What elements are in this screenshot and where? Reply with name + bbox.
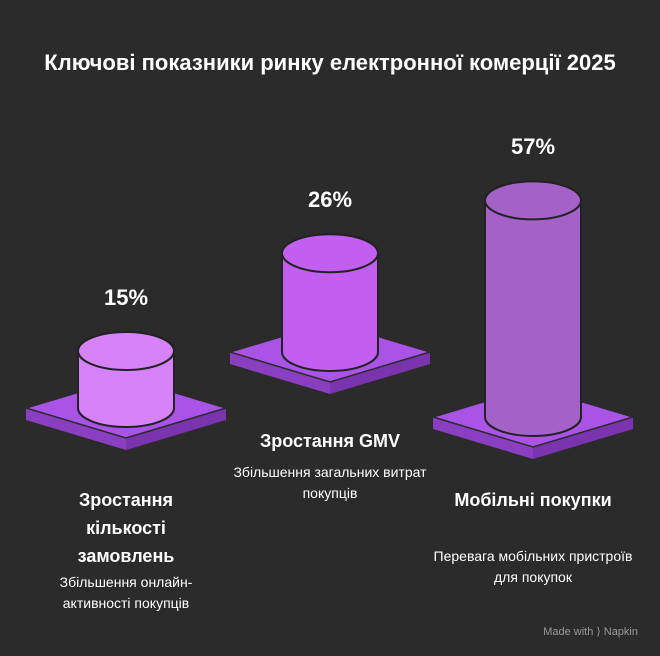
platform-side: [126, 408, 226, 450]
chart-title: Ключові показники ринку електронної коме…: [44, 50, 616, 75]
platform-side: [26, 408, 126, 450]
category-label: Мобільні покупки: [454, 490, 612, 510]
description: Перевага мобільних пристроїв для покупок: [433, 548, 633, 585]
platform-side: [433, 417, 533, 459]
value-label: 57%: [511, 134, 555, 159]
description: Збільшення загальних витрат покупців: [233, 464, 427, 501]
value-label: 26%: [308, 187, 352, 212]
footer-brand: Napkin: [603, 626, 638, 638]
category-label: Зростання кількості замовлень: [77, 490, 175, 566]
platform-side: [330, 352, 430, 394]
category-label: Зростання GMV: [259, 431, 401, 451]
description: Збільшення онлайн-активності покупців: [59, 574, 193, 611]
cylinder-top: [484, 180, 582, 221]
cylinder-top: [77, 331, 175, 371]
footer: Made with ⟩ Napkin: [543, 626, 638, 638]
footer-text: Made with: [543, 626, 594, 638]
platform-side: [533, 417, 633, 459]
value-label: 15%: [104, 285, 148, 310]
cylinder-top: [281, 233, 379, 274]
platform-side: [230, 352, 330, 394]
